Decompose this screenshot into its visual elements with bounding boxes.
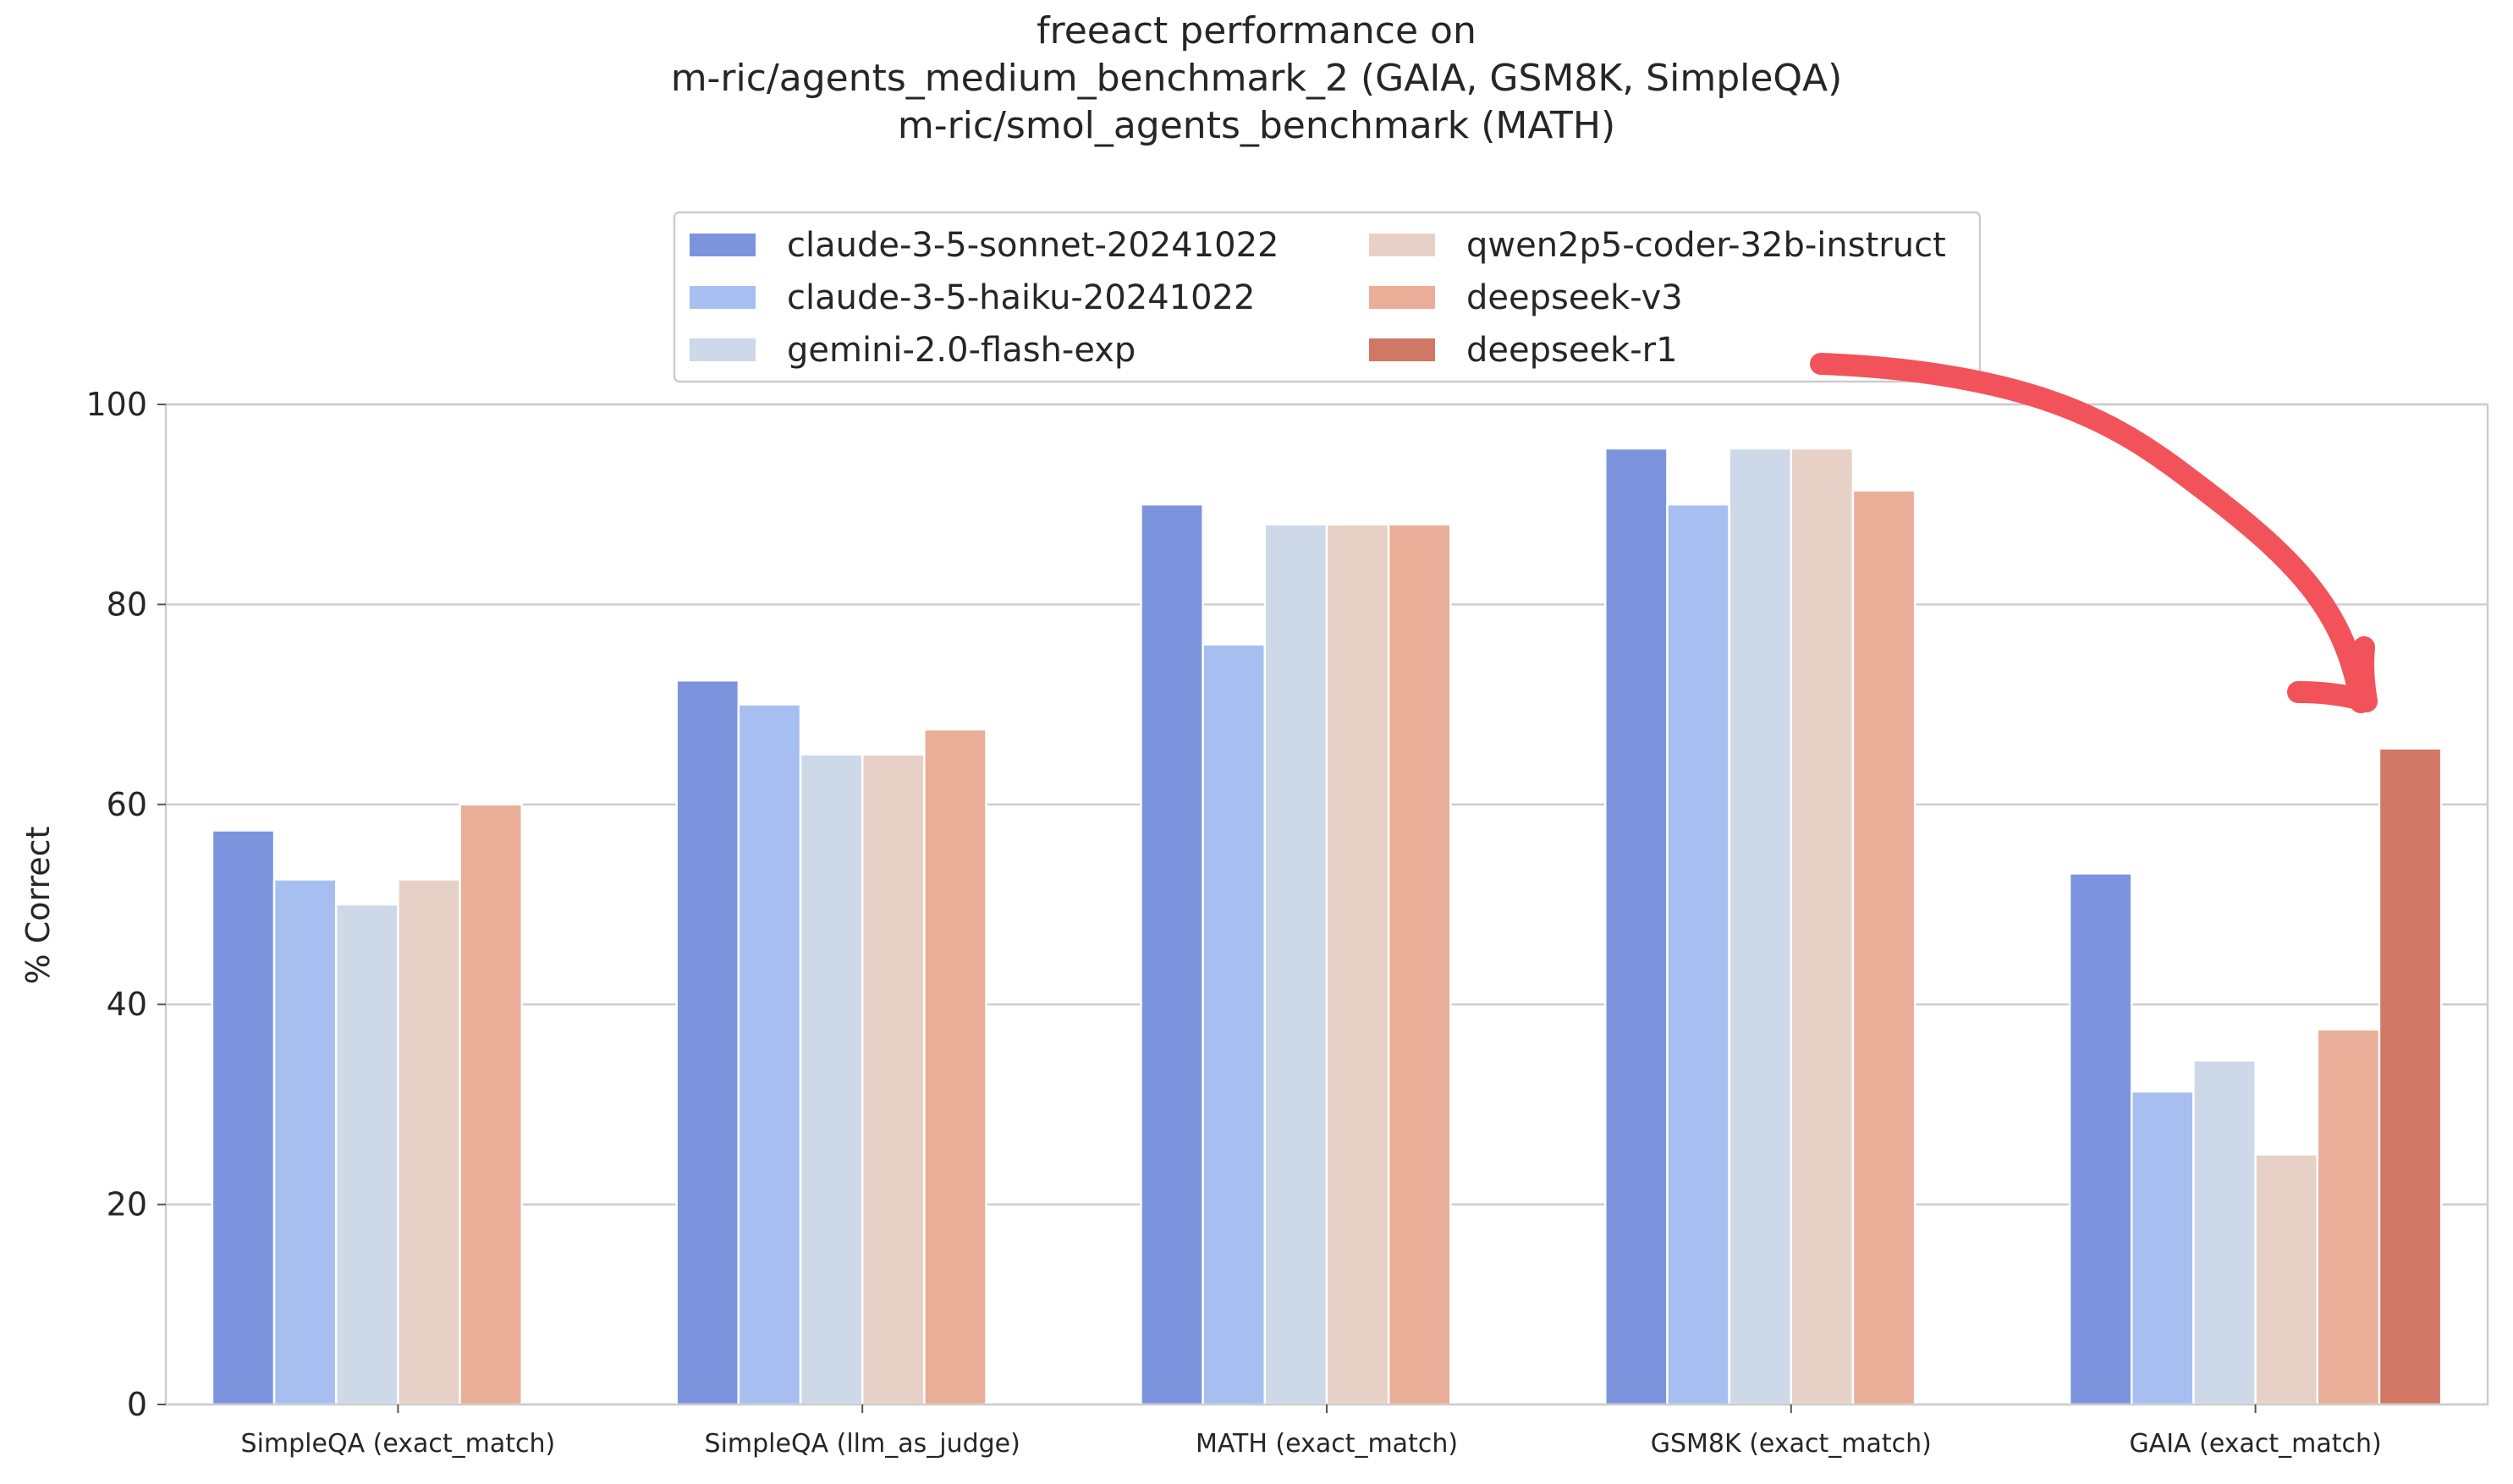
bar-claude-3-5-haiku-20241022-1 <box>737 703 802 1406</box>
arrow-shaft <box>1810 353 2372 713</box>
y-tick-label: 0 <box>127 1386 147 1423</box>
bar-qwen2p5-coder-32b-instruct-3 <box>1790 447 1855 1406</box>
legend-label: claude-3-5-haiku-20241022 <box>787 278 1255 317</box>
legend-swatch <box>1369 338 1435 361</box>
x-axis-ticks: SimpleQA (exact_match) SimpleQA (llm_as_j… <box>241 1404 2382 1459</box>
x-tick-label: MATH (exact_match) <box>1196 1429 1458 1459</box>
bar-claude-3-5-sonnet-20241022-3 <box>1604 447 1669 1406</box>
x-tick-label: SimpleQA (llm_as_judge) <box>705 1429 1020 1459</box>
legend-swatch <box>690 286 756 309</box>
legend-swatch <box>690 234 756 256</box>
bar-claude-3-5-sonnet-20241022-1 <box>675 679 740 1406</box>
arrow-head <box>2287 636 2378 712</box>
bar-claude-3-5-sonnet-20241022-4 <box>2068 872 2133 1406</box>
bar-claude-3-5-haiku-20241022-3 <box>1666 503 1730 1406</box>
y-tick-label: 80 <box>107 585 147 623</box>
bar-qwen2p5-coder-32b-instruct-4 <box>2254 1153 2319 1406</box>
bar-deepseek-v3-2 <box>1387 523 1452 1406</box>
legend-swatch <box>690 338 756 361</box>
chart-title-line: m-ric/agents_medium_benchmark_2 (GAIA, G… <box>671 57 1843 100</box>
y-tick-label: 60 <box>107 786 147 823</box>
bar-deepseek-v3-4 <box>2316 1028 2381 1406</box>
bar-claude-3-5-sonnet-20241022-0 <box>211 829 276 1406</box>
bar-deepseek-v3-3 <box>1851 489 1916 1406</box>
bar-claude-3-5-haiku-20241022-0 <box>272 878 338 1406</box>
legend-label: deepseek-r1 <box>1466 331 1678 370</box>
y-tick-label: 100 <box>85 386 147 423</box>
y-axis-ticks: 0 20 40 60 80 100 <box>85 386 166 1423</box>
legend-label: claude-3-5-sonnet-20241022 <box>787 226 1279 265</box>
x-tick-label: GSM8K (exact_match) <box>1651 1429 1932 1459</box>
bar-gemini-2.0-flash-exp-4 <box>2192 1059 2257 1406</box>
legend-box <box>673 211 1982 383</box>
legend-swatch <box>1369 286 1435 309</box>
legend-label: deepseek-v3 <box>1466 278 1683 317</box>
y-axis-label: % Correct <box>19 827 57 985</box>
y-tick-label: 20 <box>107 1186 147 1223</box>
bar-qwen2p5-coder-32b-instruct-0 <box>397 878 461 1406</box>
bar-gemini-2.0-flash-exp-2 <box>1263 523 1328 1406</box>
annotation-arrow <box>1810 353 2378 713</box>
x-tick-label: SimpleQA (exact_match) <box>241 1429 556 1459</box>
bar-qwen2p5-coder-32b-instruct-1 <box>861 753 926 1406</box>
bar-claude-3-5-haiku-20241022-4 <box>2131 1090 2195 1406</box>
legend-swatch <box>1369 234 1435 256</box>
chart-title-line: freeact performance on <box>1037 9 1476 52</box>
bar-claude-3-5-sonnet-20241022-2 <box>1140 503 1204 1406</box>
bar-qwen2p5-coder-32b-instruct-2 <box>1325 523 1390 1406</box>
bar-gemini-2.0-flash-exp-3 <box>1728 447 1793 1406</box>
legend-label: gemini-2.0-flash-exp <box>787 331 1136 370</box>
x-tick-label: GAIA (exact_match) <box>2129 1429 2381 1459</box>
bar-deepseek-r1-4 <box>2378 747 2443 1406</box>
y-tick-label: 40 <box>107 986 147 1023</box>
bar-deepseek-v3-1 <box>923 728 987 1406</box>
legend: claude-3-5-sonnet-20241022 claude-3-5-hai… <box>673 211 1982 383</box>
bar-gemini-2.0-flash-exp-1 <box>799 753 864 1406</box>
legend-label: qwen2p5-coder-32b-instruct <box>1466 226 1946 265</box>
bar-claude-3-5-haiku-20241022-2 <box>1202 643 1267 1406</box>
chart-title: freeact performance on m-ric/agents_mediu… <box>671 9 1843 147</box>
bar-deepseek-v3-0 <box>459 803 523 1406</box>
chart-title-line: m-ric/smol_agents_benchmark (MATH) <box>898 104 1615 147</box>
bar-gemini-2.0-flash-exp-0 <box>334 903 399 1406</box>
bars <box>211 447 2443 1406</box>
